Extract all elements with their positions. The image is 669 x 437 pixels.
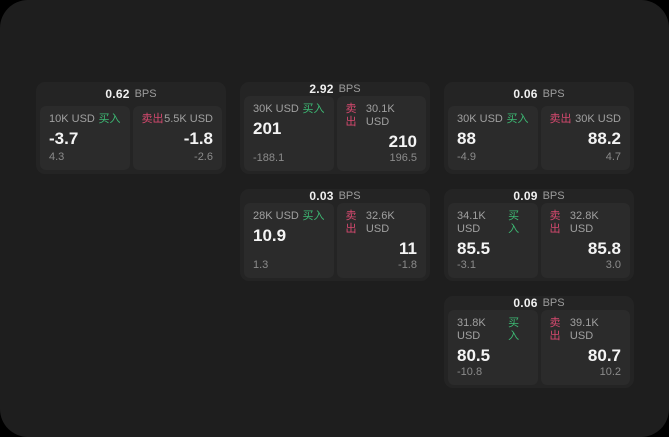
bps-card: 0.09 BPS 34.1K USD 买入 85.5 -3.1 卖出 32.8K… <box>444 189 634 281</box>
bps-cards-grid: 0.62 BPS 10K USD 买入 -3.7 4.3 卖出 5.5K USD <box>36 82 634 388</box>
sell-amount: 30K USD <box>575 113 621 125</box>
buy-price: -3.7 <box>49 129 79 148</box>
buy-price: 80.5 <box>457 346 491 365</box>
sell-cell[interactable]: 卖出 30K USD 88.2 4.7 <box>540 106 630 170</box>
buy-tag: 买入 <box>302 103 325 115</box>
bps-unit-label: BPS <box>542 88 565 100</box>
sell-delta: 3.0 <box>605 259 621 271</box>
bps-header: 0.06 BPS <box>448 296 630 310</box>
buy-price: 10.9 <box>253 226 287 245</box>
bps-value: 0.06 <box>513 296 538 310</box>
buy-delta: -3.1 <box>457 259 476 271</box>
sell-price: -1.8 <box>183 129 213 148</box>
sell-amount: 39.1K USD <box>569 317 599 342</box>
bps-card: 0.03 BPS 28K USD 买入 10.9 1.3 卖出 32.6K US… <box>240 189 430 281</box>
buy-delta: -188.1 <box>253 152 285 164</box>
buy-cell[interactable]: 31.8K USD 买入 80.5 -10.8 <box>448 310 538 385</box>
bps-value: 2.92 <box>309 82 334 96</box>
sell-delta: -2.6 <box>194 151 213 163</box>
bps-card: 0.06 BPS 30K USD 买入 88 -4.9 卖出 30K USD <box>444 82 634 174</box>
bps-value: 0.62 <box>105 87 130 101</box>
sell-price: 80.7 <box>587 346 621 365</box>
buy-delta: -10.8 <box>457 366 483 378</box>
sell-cell[interactable]: 卖出 32.8K USD 85.8 3.0 <box>540 203 630 278</box>
buy-amount: 28K USD <box>253 210 299 222</box>
buy-price: 201 <box>253 119 282 138</box>
bps-header: 2.92 BPS <box>244 82 426 96</box>
buy-amount: 31.8K USD <box>457 317 486 342</box>
buy-cell[interactable]: 10K USD 买入 -3.7 4.3 <box>40 106 130 170</box>
buy-tag: 买入 <box>506 113 529 125</box>
buy-price: 85.5 <box>457 239 491 258</box>
bps-value: 0.06 <box>513 87 538 101</box>
bps-unit-label: BPS <box>338 83 361 95</box>
buy-tag: 买入 <box>98 113 121 125</box>
sell-delta: 196.5 <box>389 152 417 164</box>
sell-cell[interactable]: 卖出 39.1K USD 80.7 10.2 <box>540 310 630 385</box>
buy-amount: 30K USD <box>253 103 299 115</box>
buy-amount: 34.1K USD <box>457 210 486 235</box>
bps-unit-label: BPS <box>134 88 157 100</box>
buy-tag: 买入 <box>508 317 520 342</box>
buy-tag: 买入 <box>302 210 325 222</box>
bps-header: 0.03 BPS <box>244 189 426 203</box>
sell-tag: 卖出 <box>345 210 357 235</box>
sell-tag: 卖出 <box>141 113 164 125</box>
buy-cell[interactable]: 30K USD 买入 88 -4.9 <box>448 106 538 170</box>
sell-cell[interactable]: 卖出 5.5K USD -1.8 -2.6 <box>132 106 222 170</box>
buy-cell[interactable]: 30K USD 买入 201 -188.1 <box>244 96 334 171</box>
bps-card: 2.92 BPS 30K USD 买入 201 -188.1 卖出 30.1K … <box>240 82 430 174</box>
sell-cell[interactable]: 卖出 32.6K USD 11 -1.8 <box>336 203 426 278</box>
bps-unit-label: BPS <box>542 190 565 202</box>
sell-tag: 卖出 <box>549 317 561 342</box>
bps-card: 0.06 BPS 31.8K USD 买入 80.5 -10.8 卖出 39.1… <box>444 296 634 388</box>
buy-price: 88 <box>457 129 476 148</box>
buy-amount: 10K USD <box>49 113 95 125</box>
bps-header: 0.62 BPS <box>40 82 222 106</box>
bps-card: 0.62 BPS 10K USD 买入 -3.7 4.3 卖出 5.5K USD <box>36 82 226 174</box>
sell-price: 11 <box>399 239 417 258</box>
bps-unit-label: BPS <box>338 190 361 202</box>
sell-amount: 30.1K USD <box>365 103 395 128</box>
sell-tag: 卖出 <box>345 103 357 128</box>
buy-delta: 1.3 <box>253 259 269 271</box>
bps-header: 0.09 BPS <box>448 189 630 203</box>
buy-delta: -4.9 <box>457 151 476 163</box>
bps-value: 0.03 <box>309 189 334 203</box>
sell-price: 88.2 <box>587 129 621 148</box>
sell-delta: 4.7 <box>605 151 621 163</box>
buy-cell[interactable]: 28K USD 买入 10.9 1.3 <box>244 203 334 278</box>
sell-price: 85.8 <box>587 239 621 258</box>
buy-tag: 买入 <box>508 210 520 235</box>
buy-delta: 4.3 <box>49 151 65 163</box>
sell-price: 210 <box>388 132 417 151</box>
bps-header: 0.06 BPS <box>448 82 630 106</box>
buy-amount: 30K USD <box>457 113 503 125</box>
bps-unit-label: BPS <box>542 297 565 309</box>
sell-delta: -1.8 <box>398 259 417 271</box>
sell-amount: 5.5K USD <box>164 113 213 125</box>
bps-value: 0.09 <box>513 189 538 203</box>
sell-amount: 32.6K USD <box>365 210 395 235</box>
sell-tag: 卖出 <box>549 113 572 125</box>
sell-cell[interactable]: 卖出 30.1K USD 210 196.5 <box>336 96 426 171</box>
sell-delta: 10.2 <box>599 366 621 378</box>
sell-tag: 卖出 <box>549 210 561 235</box>
sell-amount: 32.8K USD <box>569 210 599 235</box>
buy-cell[interactable]: 34.1K USD 买入 85.5 -3.1 <box>448 203 538 278</box>
